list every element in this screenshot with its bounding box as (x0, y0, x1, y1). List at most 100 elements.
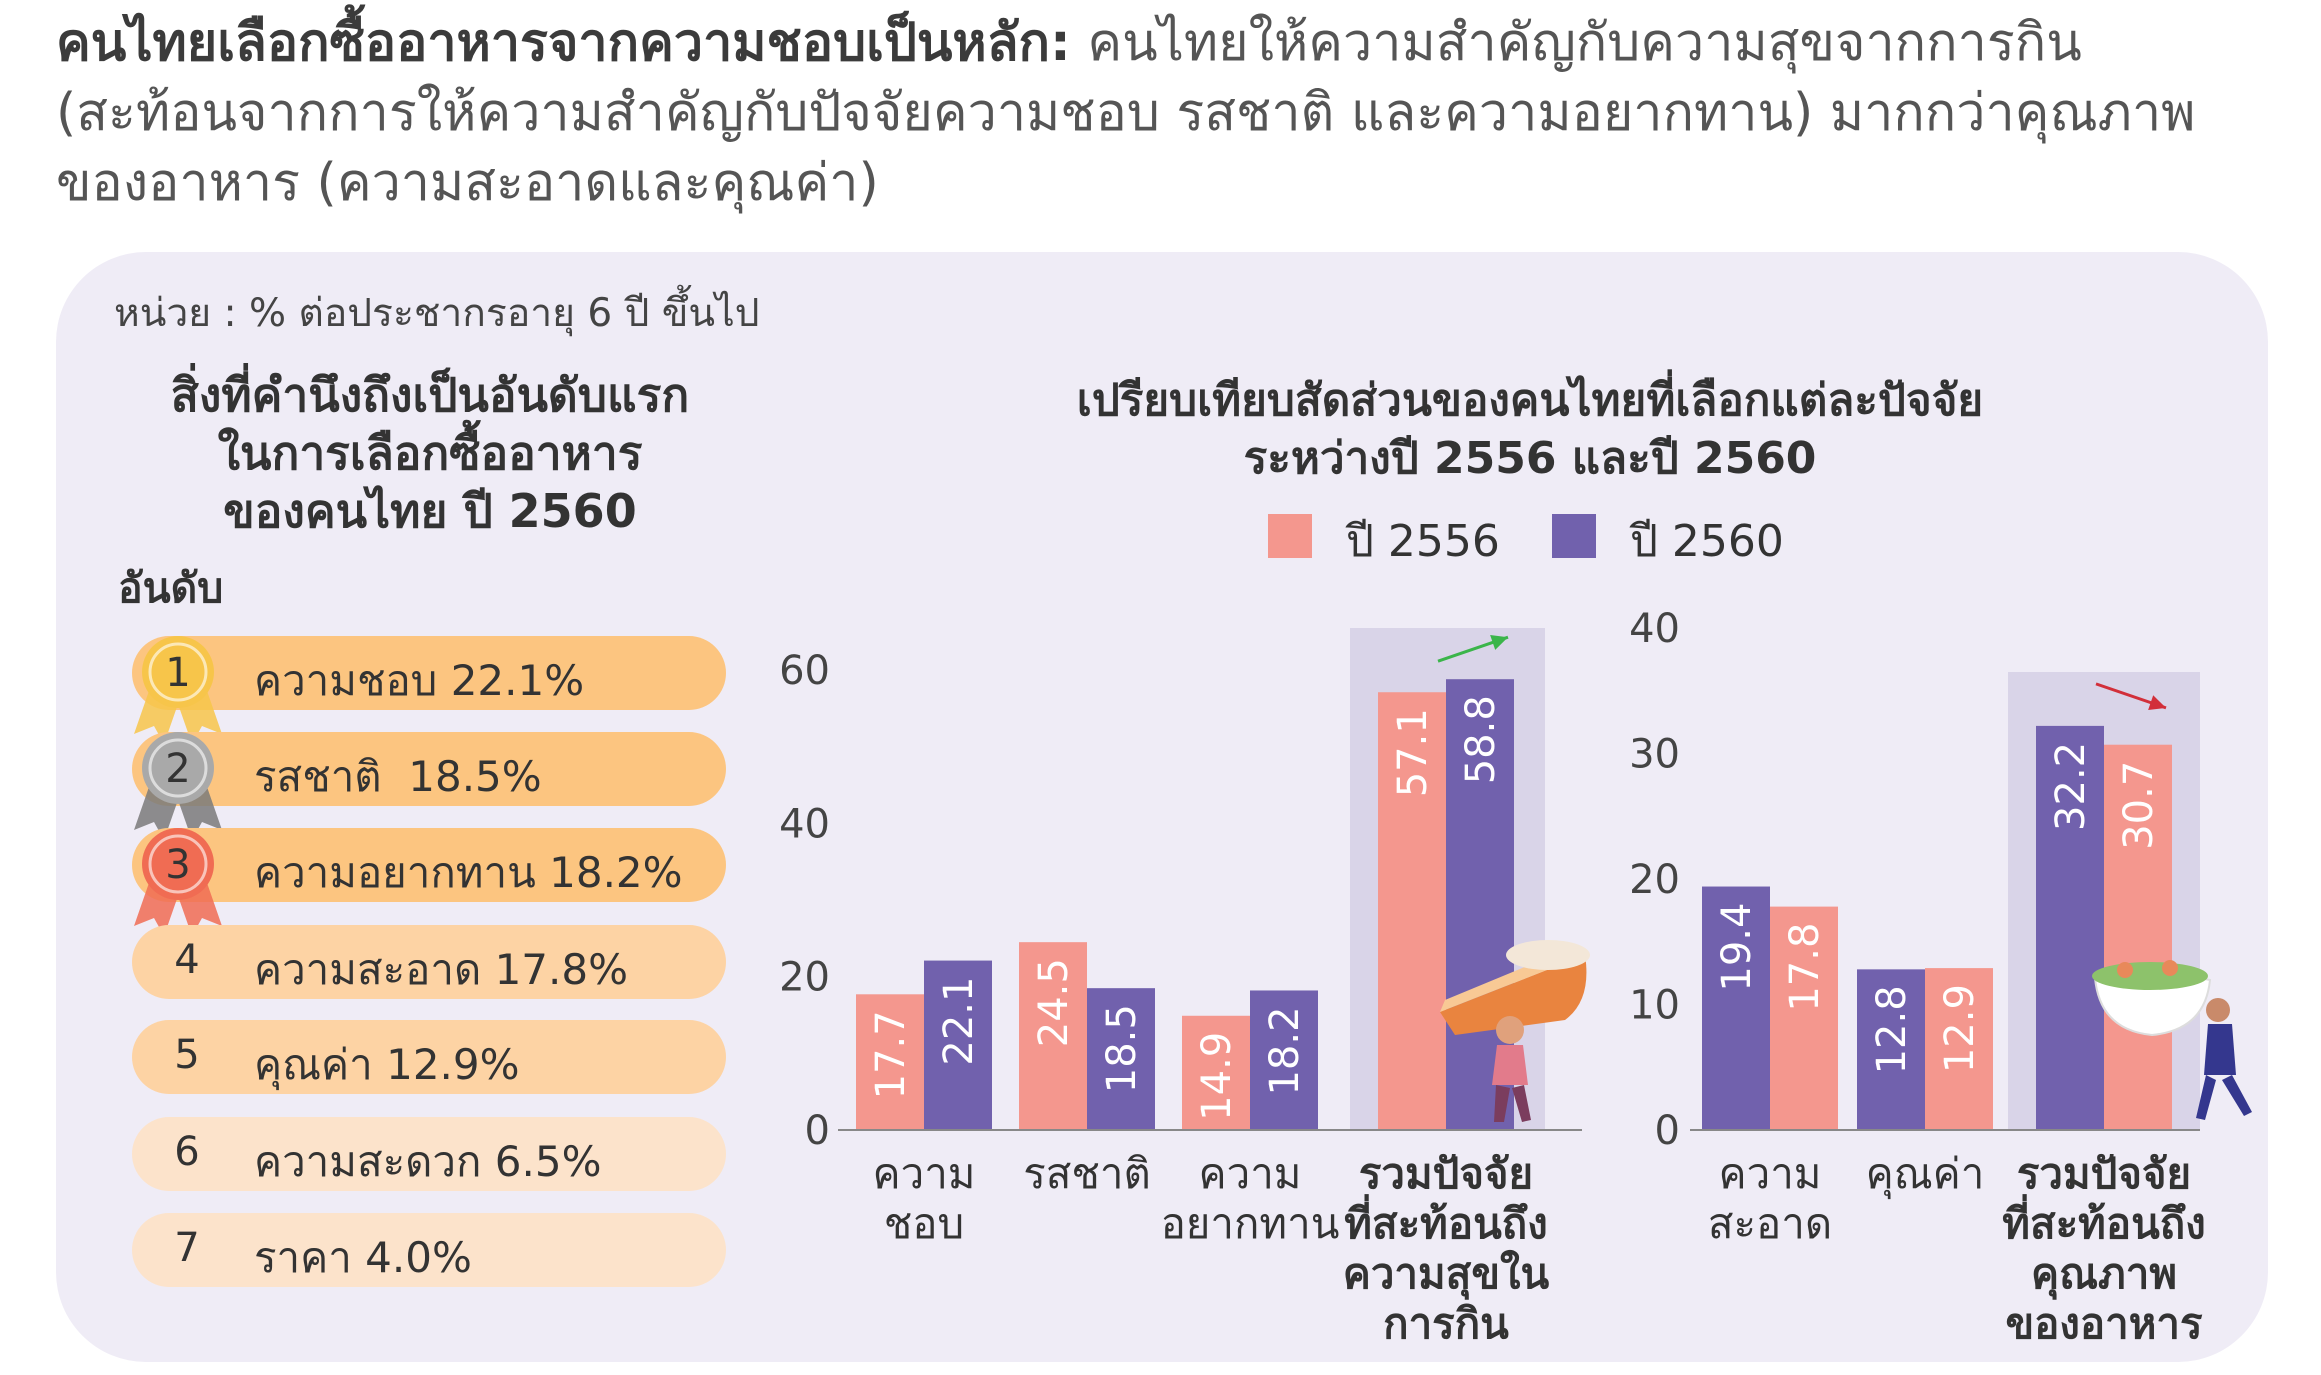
medal-ribbon (134, 880, 222, 936)
chart1-trend-arrow-icon (1490, 635, 1508, 650)
headline-bold: คนไทยเลือกซื้ออาหารจากความชอบเป็นหลัก: (56, 13, 1071, 73)
chart2-data-label-1-1: 12.9 (1937, 984, 1983, 1073)
chart1-bar-2-0 (1182, 1015, 1250, 1130)
medal-outer (142, 828, 214, 900)
chart2-category-label-1-0: คุณค่า (1866, 1149, 1985, 1200)
chart1-category-label-0-0: ความ (873, 1149, 976, 1198)
rank-item-label: รสชาติ 18.5% (254, 752, 542, 801)
rank-item-label: ความอยากทาน 18.2% (254, 848, 683, 897)
rank-item-label: ความสะดวก 6.5% (254, 1137, 602, 1186)
medal-rank-number: 3 (165, 842, 190, 888)
chart2-bar-1-1 (1925, 968, 1993, 1130)
chart2-trend-arrow-icon (2148, 695, 2166, 711)
chart2-data-label-1-0: 12.8 (1869, 985, 1915, 1074)
chart1-bar-2-1 (1250, 990, 1318, 1130)
salad-greens (2092, 962, 2208, 990)
medal-inner-ring (148, 834, 208, 894)
rank-item-6: ความสะดวก 6.5% 6 (132, 1117, 726, 1191)
chart2-bar-0-1 (1770, 906, 1838, 1130)
chart1-ytick-40: 40 (779, 801, 830, 847)
legend-label-2560: ปี 2560 (1630, 516, 1784, 567)
chart1-category-label-1-0: รสชาติ (1023, 1149, 1151, 1198)
chart1-ytick-20: 20 (779, 955, 830, 1001)
chart2-category-label-2-3: ของอาหาร (2005, 1299, 2203, 1348)
chart1-bar-0-1 (924, 960, 992, 1130)
chart1-bar-0-0 (856, 994, 924, 1130)
medal-ribbon (134, 784, 222, 840)
chart1-category-label-0-1: ชอบ (884, 1199, 964, 1248)
rank-number: 5 (174, 1032, 200, 1078)
medal-icon-2: 2 (134, 732, 222, 840)
chart1-data-label-0-1: 22.1 (936, 977, 982, 1066)
chart1-data-label-1-1: 18.5 (1099, 1004, 1145, 1093)
rank-number: 4 (174, 937, 200, 983)
rank-item-1: ความชอบ 22.1% (132, 636, 726, 710)
medal-icon-3: 3 (134, 828, 222, 936)
chart1-category-label-3-1: ที่สะท้อนถึง (1344, 1194, 1547, 1248)
chart1-bar-1-0 (1019, 942, 1087, 1130)
chart1-category-label-3-3: การกิน (1383, 1299, 1509, 1348)
chart1-data-label-2-0: 14.9 (1194, 1032, 1240, 1121)
rank-item-label: คุณค่า 12.9% (254, 1040, 520, 1089)
headline-rest: คนไทยให้ความสำคัญกับความสุขจากการกิน (สะ… (56, 13, 2196, 213)
chart2-bar-1-0 (1857, 969, 1925, 1130)
chart1-data-label-2-1: 18.2 (1262, 1006, 1308, 1095)
chart-title: เปรียบเทียบสัดส่วนของคนไทยที่เลือกแต่ละป… (880, 372, 2180, 488)
chart2-data-label-0-1: 17.8 (1782, 923, 1828, 1012)
carrier-body (1492, 1045, 1528, 1085)
medal-outer (142, 636, 214, 708)
salad-tomato-2 (2162, 960, 2178, 976)
chart-title-line-2: ระหว่างปี 2556 และปี 2560 (1243, 433, 1817, 484)
rank-item-7: ราคา 4.0% 7 (132, 1213, 726, 1287)
chart1-data-label-1-0: 24.5 (1031, 958, 1077, 1047)
chart1-bar-1-1 (1087, 988, 1155, 1130)
rank-item-label: ความสะอาด 17.8% (254, 945, 629, 994)
salad-carrier-legs (2196, 1075, 2252, 1120)
rank-number: 6 (174, 1129, 200, 1175)
pie-slice-body (1440, 955, 1587, 1035)
salad-carrier-body (2204, 1024, 2236, 1075)
chart2-ytick-30: 30 (1629, 732, 1680, 778)
medal-ribbon (134, 688, 222, 744)
rank-item-2: รสชาติ 18.5% (132, 732, 726, 806)
chart1-data-label-3-1: 58.8 (1458, 695, 1504, 784)
medal-rank-number: 2 (165, 746, 190, 792)
chart1-data-label-3-0: 57.1 (1390, 708, 1436, 797)
legend-label-2556: ปี 2556 (1346, 516, 1500, 567)
chart2-ytick-10: 10 (1629, 983, 1680, 1029)
chart1-ytick-0: 0 (805, 1108, 830, 1154)
chart1-bar-3-0 (1378, 692, 1446, 1130)
chart2-ytick-20: 20 (1629, 857, 1680, 903)
chart2-ytick-0: 0 (1655, 1108, 1680, 1154)
left-title-line-1: สิ่งที่คำนึงถึงเป็นอันดับแรก (170, 368, 690, 422)
legend-swatch-2560 (1552, 514, 1596, 558)
chart2-bar-2-0 (2036, 725, 2104, 1130)
chart2-category-label-2-1: ที่สะท้อนถึง (2002, 1194, 2205, 1248)
chart2-category-label-2-2: คุณภาพ (2031, 1249, 2177, 1300)
chart2-bar-2-1 (2104, 744, 2172, 1130)
rank-item-4: ความสะอาด 17.8% 4 (132, 925, 726, 999)
salad-carrier-head (2206, 998, 2230, 1022)
carrier-legs (1494, 1085, 1531, 1122)
rank-item-5: คุณค่า 12.9% 5 (132, 1020, 726, 1094)
chart1-ytick-60: 60 (779, 648, 830, 694)
medal-icon-1: 1 (134, 636, 222, 744)
chart1-category-label-2-1: อยากทาน (1161, 1199, 1340, 1248)
chart2-data-label-2-1: 30.7 (2116, 761, 2162, 850)
salad-tomato-1 (2117, 962, 2133, 978)
medal-outer (142, 732, 214, 804)
chart-title-line-1: เปรียบเทียบสัดส่วนของคนไทยที่เลือกแต่ละป… (1076, 375, 1984, 426)
left-title-line-3: ของคนไทย ปี 2560 (223, 484, 637, 538)
headline: คนไทยเลือกซื้ออาหารจากความชอบเป็นหลัก: ค… (56, 8, 2276, 218)
chart1-data-label-0-0: 17.7 (868, 1010, 914, 1099)
chart2-bar-0-0 (1702, 886, 1770, 1130)
left-title-line-2: ในการเลือกซื้ออาหาร (217, 426, 643, 480)
chart2-category-label-2-0: รวมปัจจัย (2017, 1149, 2191, 1198)
medal-inner-ring (148, 642, 208, 702)
rank-item-label: ราคา 4.0% (254, 1233, 472, 1282)
chart1-category-label-3-2: ความสุขใน (1343, 1249, 1550, 1300)
rank-item-3: ความอยากทาน 18.2% (132, 828, 726, 902)
legend-swatch-2556 (1268, 514, 1312, 558)
medal-rank-number: 1 (165, 650, 190, 696)
